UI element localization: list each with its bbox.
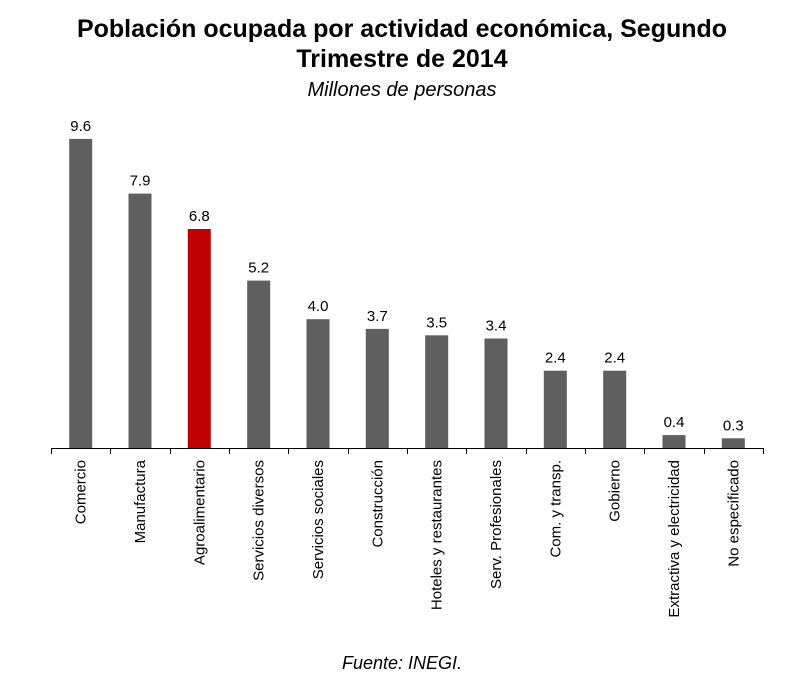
category-label: Extractiva y electricidad	[666, 460, 683, 618]
category-label: Serv. Profesionales	[488, 460, 505, 589]
bar-value-label: 7.9	[130, 173, 151, 190]
value-labels-group: 9.6 7.9 6.8 5.2 4.0 3.7 3.5 3.4 2.4 2.4 0.4 0.3	[70, 118, 743, 434]
bar-no-especificado	[721, 438, 745, 448]
category-label: Manufactura	[132, 459, 149, 543]
bar-value-label: 6.8	[189, 208, 210, 225]
chart-title-line-2: Trimestre de 2014	[296, 45, 508, 73]
bar-gobierno	[603, 370, 627, 448]
bar-value-label: 3.5	[426, 314, 447, 331]
category-labels-group: Comercio Manufactura Agroalimentario Servic…	[73, 459, 743, 617]
bar-manufactura	[128, 193, 152, 448]
bar-value-label: 5.2	[248, 260, 269, 277]
bar-chart: 9.6 7.9 6.8 5.2 4.0 3.7 3.5 3.4 2.4 2.4 0.4 0.3 Com…	[51, 118, 764, 618]
bar-serv-profesionales	[484, 338, 508, 448]
bar-extractiva-y-electricidad	[662, 435, 686, 448]
category-label: Servicios sociales	[310, 460, 327, 579]
bar-value-label: 4.0	[308, 298, 329, 315]
chart-subtitle: Millones de personas	[307, 79, 497, 101]
source-note: Fuente: INEGI.	[341, 653, 463, 673]
bar-value-label: 0.4	[664, 414, 685, 431]
bar-comercio	[69, 138, 93, 448]
category-label: Com. y transp.	[547, 460, 564, 558]
category-label: Servicios diversos	[251, 460, 268, 581]
bar-com-y-transp-	[543, 370, 567, 448]
bar-agroalimentario	[187, 229, 211, 448]
category-label: Hoteles y restaurantes	[429, 460, 446, 610]
bar-servicios-diversos	[247, 280, 271, 448]
bar-servicios-sociales	[306, 319, 330, 448]
category-label: Comercio	[73, 460, 90, 524]
bars-group	[69, 138, 745, 448]
bar-value-label: 9.6	[70, 118, 91, 135]
chart-title-line-1: Población ocupada por actividad económic…	[76, 15, 728, 43]
category-label: No especificado	[725, 460, 742, 567]
category-label: Construcción	[369, 460, 386, 548]
category-label: Gobierno	[607, 460, 624, 522]
bar-value-label: 0.3	[723, 417, 744, 434]
bar-hoteles-y-restaurantes	[425, 335, 449, 448]
bar-value-label: 2.4	[604, 350, 625, 367]
category-label: Agroalimentario	[191, 460, 208, 565]
x-axis-ticks-group	[51, 448, 764, 454]
bar-value-label: 3.7	[367, 308, 388, 325]
bar-value-label: 2.4	[545, 350, 566, 367]
bar-value-label: 3.4	[486, 318, 507, 335]
bar-construcción	[365, 328, 389, 448]
